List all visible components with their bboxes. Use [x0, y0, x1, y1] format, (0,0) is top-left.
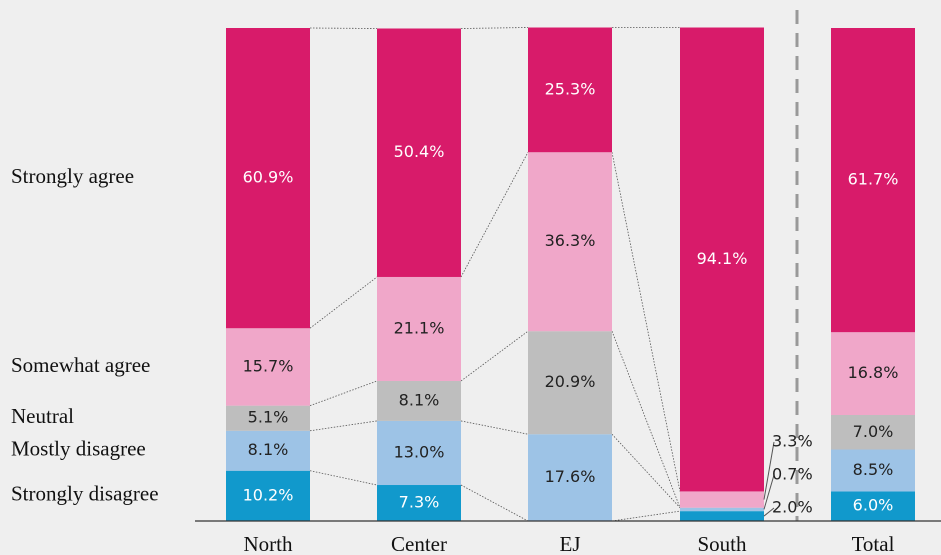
bar-segment [831, 415, 915, 450]
legend-label: Strongly disagree [11, 482, 159, 506]
x-tick-label: South [697, 532, 747, 555]
bar-segment [831, 28, 915, 333]
bar-segment [680, 27, 764, 492]
value-label: 13.0% [394, 442, 445, 461]
bar-segment [528, 434, 612, 521]
bar-segment [377, 276, 461, 381]
connector [460, 484, 529, 522]
legend-label: Strongly agree [11, 164, 134, 188]
value-label: 7.0% [853, 422, 894, 441]
connector [309, 420, 378, 432]
value-label: 25.3% [545, 79, 596, 98]
bar-segment [831, 332, 915, 416]
value-label: 8.1% [399, 390, 440, 409]
value-label: 3.3% [772, 432, 813, 451]
value-label: 20.9% [545, 372, 596, 391]
value-label: 16.8% [848, 363, 899, 382]
value-label: 10.2% [243, 485, 294, 504]
value-label: 2.0% [772, 498, 813, 517]
bar-segment [831, 491, 915, 521]
value-label: 15.7% [243, 356, 294, 375]
value-label: 60.9% [243, 168, 294, 187]
bar-segment [680, 507, 764, 512]
connector [611, 152, 681, 492]
value-label: 0.7% [772, 465, 813, 484]
connector [460, 27, 529, 29]
bar-segment [377, 28, 461, 277]
connector [309, 276, 378, 329]
x-tick-label: Total [852, 532, 895, 555]
value-label: 17.6% [545, 467, 596, 486]
value-label: 61.7% [848, 170, 899, 189]
connector [460, 152, 529, 278]
value-label: 8.5% [853, 460, 894, 479]
legend-label: Mostly disagree [11, 437, 146, 461]
bar-segment [528, 331, 612, 435]
bar-segment [377, 380, 461, 421]
connector [460, 330, 529, 382]
x-tick-label: Center [391, 532, 447, 555]
x-tick-label: North [244, 532, 293, 555]
bar-segment [377, 420, 461, 486]
value-label: 50.4% [394, 142, 445, 161]
bar-segment [226, 405, 310, 431]
leader-line [763, 474, 775, 510]
bar-segment [528, 27, 612, 153]
bar-segment [831, 449, 915, 492]
bar-segment [226, 28, 310, 329]
bar-segment [226, 430, 310, 471]
bar-segment [377, 485, 461, 521]
bar-segment [226, 470, 310, 521]
value-label: 7.3% [399, 493, 440, 512]
value-label: 21.1% [394, 318, 445, 337]
x-tick-label: EJ [560, 532, 581, 555]
bar-segment [680, 491, 764, 508]
legend-label: Neutral [11, 404, 74, 428]
bar-segment [680, 511, 764, 521]
bar-segment [226, 328, 310, 406]
legend-label: Somewhat agree [11, 353, 150, 377]
leader-line [763, 507, 775, 517]
value-label: 94.1% [697, 249, 748, 268]
value-label: 8.1% [248, 440, 289, 459]
leader-line [763, 441, 775, 500]
bar-segment [528, 152, 612, 332]
value-label: 6.0% [853, 496, 894, 515]
connector [611, 510, 681, 522]
connector [309, 470, 378, 486]
value-label: 5.1% [248, 408, 289, 427]
value-label: 36.3% [545, 231, 596, 250]
connector [460, 420, 529, 435]
